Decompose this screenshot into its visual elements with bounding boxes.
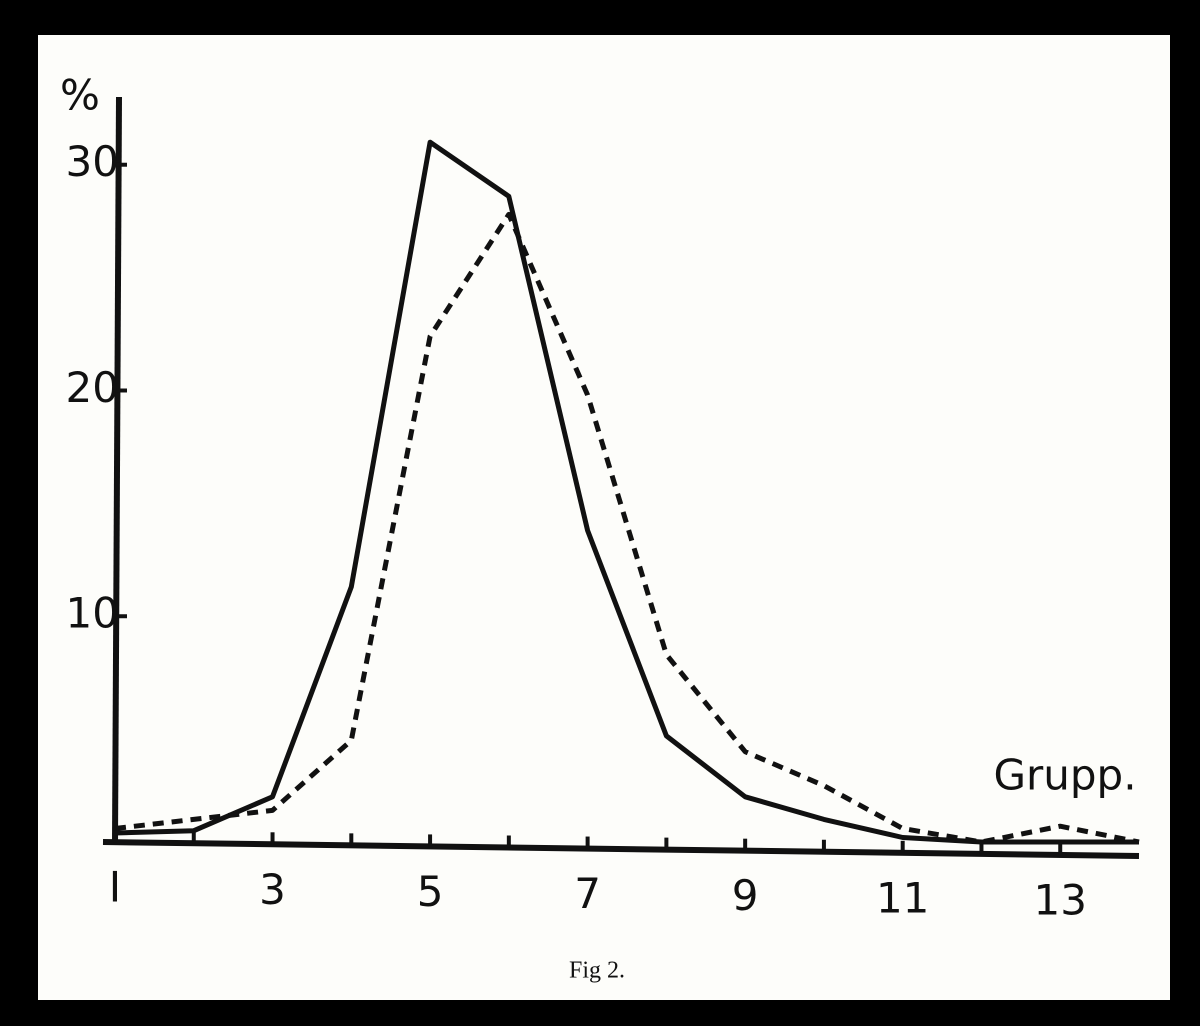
annotation: Grupp. (993, 751, 1136, 800)
y-tick-label: 20 (66, 363, 119, 412)
x-tick-label: 3 (259, 865, 286, 914)
x-tick-label: I (109, 863, 121, 912)
y-tick-label: 10 (66, 589, 119, 638)
y-tick-label: 30 (66, 137, 119, 186)
y-axis (112, 96, 122, 843)
x-tick-label: 13 (1034, 875, 1087, 924)
y-axis-label: % (60, 71, 100, 120)
paper (38, 35, 1170, 1000)
caption: Fig 2. (569, 958, 625, 984)
x-tick-label: 11 (876, 873, 929, 922)
x-axis (102, 839, 1140, 859)
x-tick-label: 9 (732, 871, 759, 920)
x-tick-label: 5 (417, 867, 444, 916)
dashed-line (114, 211, 1140, 845)
x-tick-label: 7 (574, 869, 601, 918)
